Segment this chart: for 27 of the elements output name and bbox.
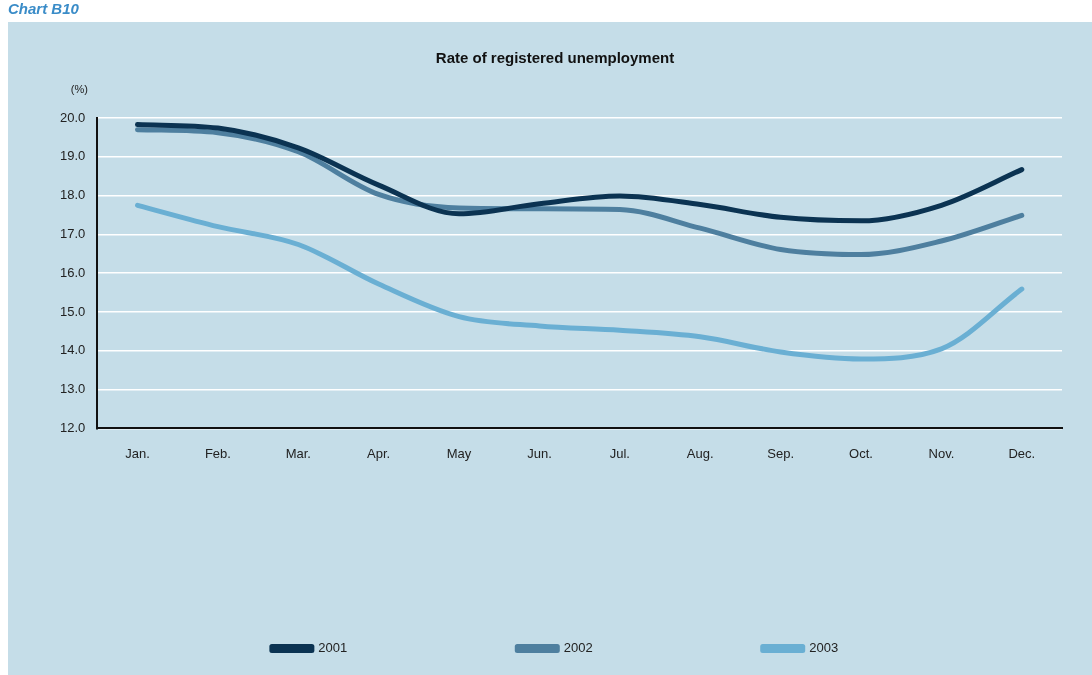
x-tick-label: Dec.: [1008, 445, 1036, 461]
y-tick-label: 18.0: [59, 187, 86, 203]
x-tick-label: Feb.: [204, 445, 231, 461]
y-tick-label: 17.0: [59, 225, 86, 241]
x-tick-label: Mar.: [285, 445, 311, 461]
x-tick-label: Oct.: [849, 445, 873, 461]
y-tick-label: 16.0: [59, 264, 86, 280]
y-tick-label: 15.0: [59, 303, 86, 319]
y-tick-label: 12.0: [59, 419, 86, 435]
x-tick-label: Apr.: [367, 445, 391, 461]
legend-label: 2002: [563, 640, 593, 656]
y-tick-label: 13.0: [59, 381, 86, 397]
legend-label: 2001: [318, 640, 348, 656]
x-tick-label: Aug.: [686, 445, 714, 461]
y-tick-label: 19.0: [59, 148, 86, 164]
legend-label: 2003: [809, 640, 839, 656]
y-axis-title: (%): [70, 83, 88, 96]
x-tick-label: Sep.: [767, 445, 794, 461]
x-tick-label: Jul.: [609, 445, 630, 461]
x-tick-label: May: [446, 445, 472, 461]
chart-title: Rate of registered unemployment: [435, 49, 675, 67]
y-tick-label: 14.0: [59, 342, 86, 358]
x-tick-label: Nov.: [928, 445, 955, 461]
y-tick-label: 20.0: [59, 109, 86, 125]
caption: Chart B10: [8, 0, 79, 17]
x-tick-label: Jun.: [527, 445, 552, 461]
x-tick-label: Jan.: [125, 445, 150, 461]
